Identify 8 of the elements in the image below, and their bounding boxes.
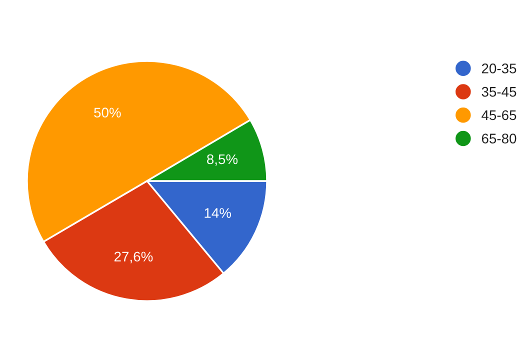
- legend-label: 35-45: [482, 86, 516, 97]
- data-label: 50%: [94, 108, 121, 118]
- legend-label: 45-65: [482, 110, 516, 120]
- data-label: 8,5%: [207, 154, 238, 166]
- legend-label: 65-80: [482, 134, 516, 144]
- legend-label: 20-35: [482, 64, 516, 74]
- data-label: 14%: [204, 208, 231, 218]
- data-label: 27,6%: [114, 252, 153, 264]
